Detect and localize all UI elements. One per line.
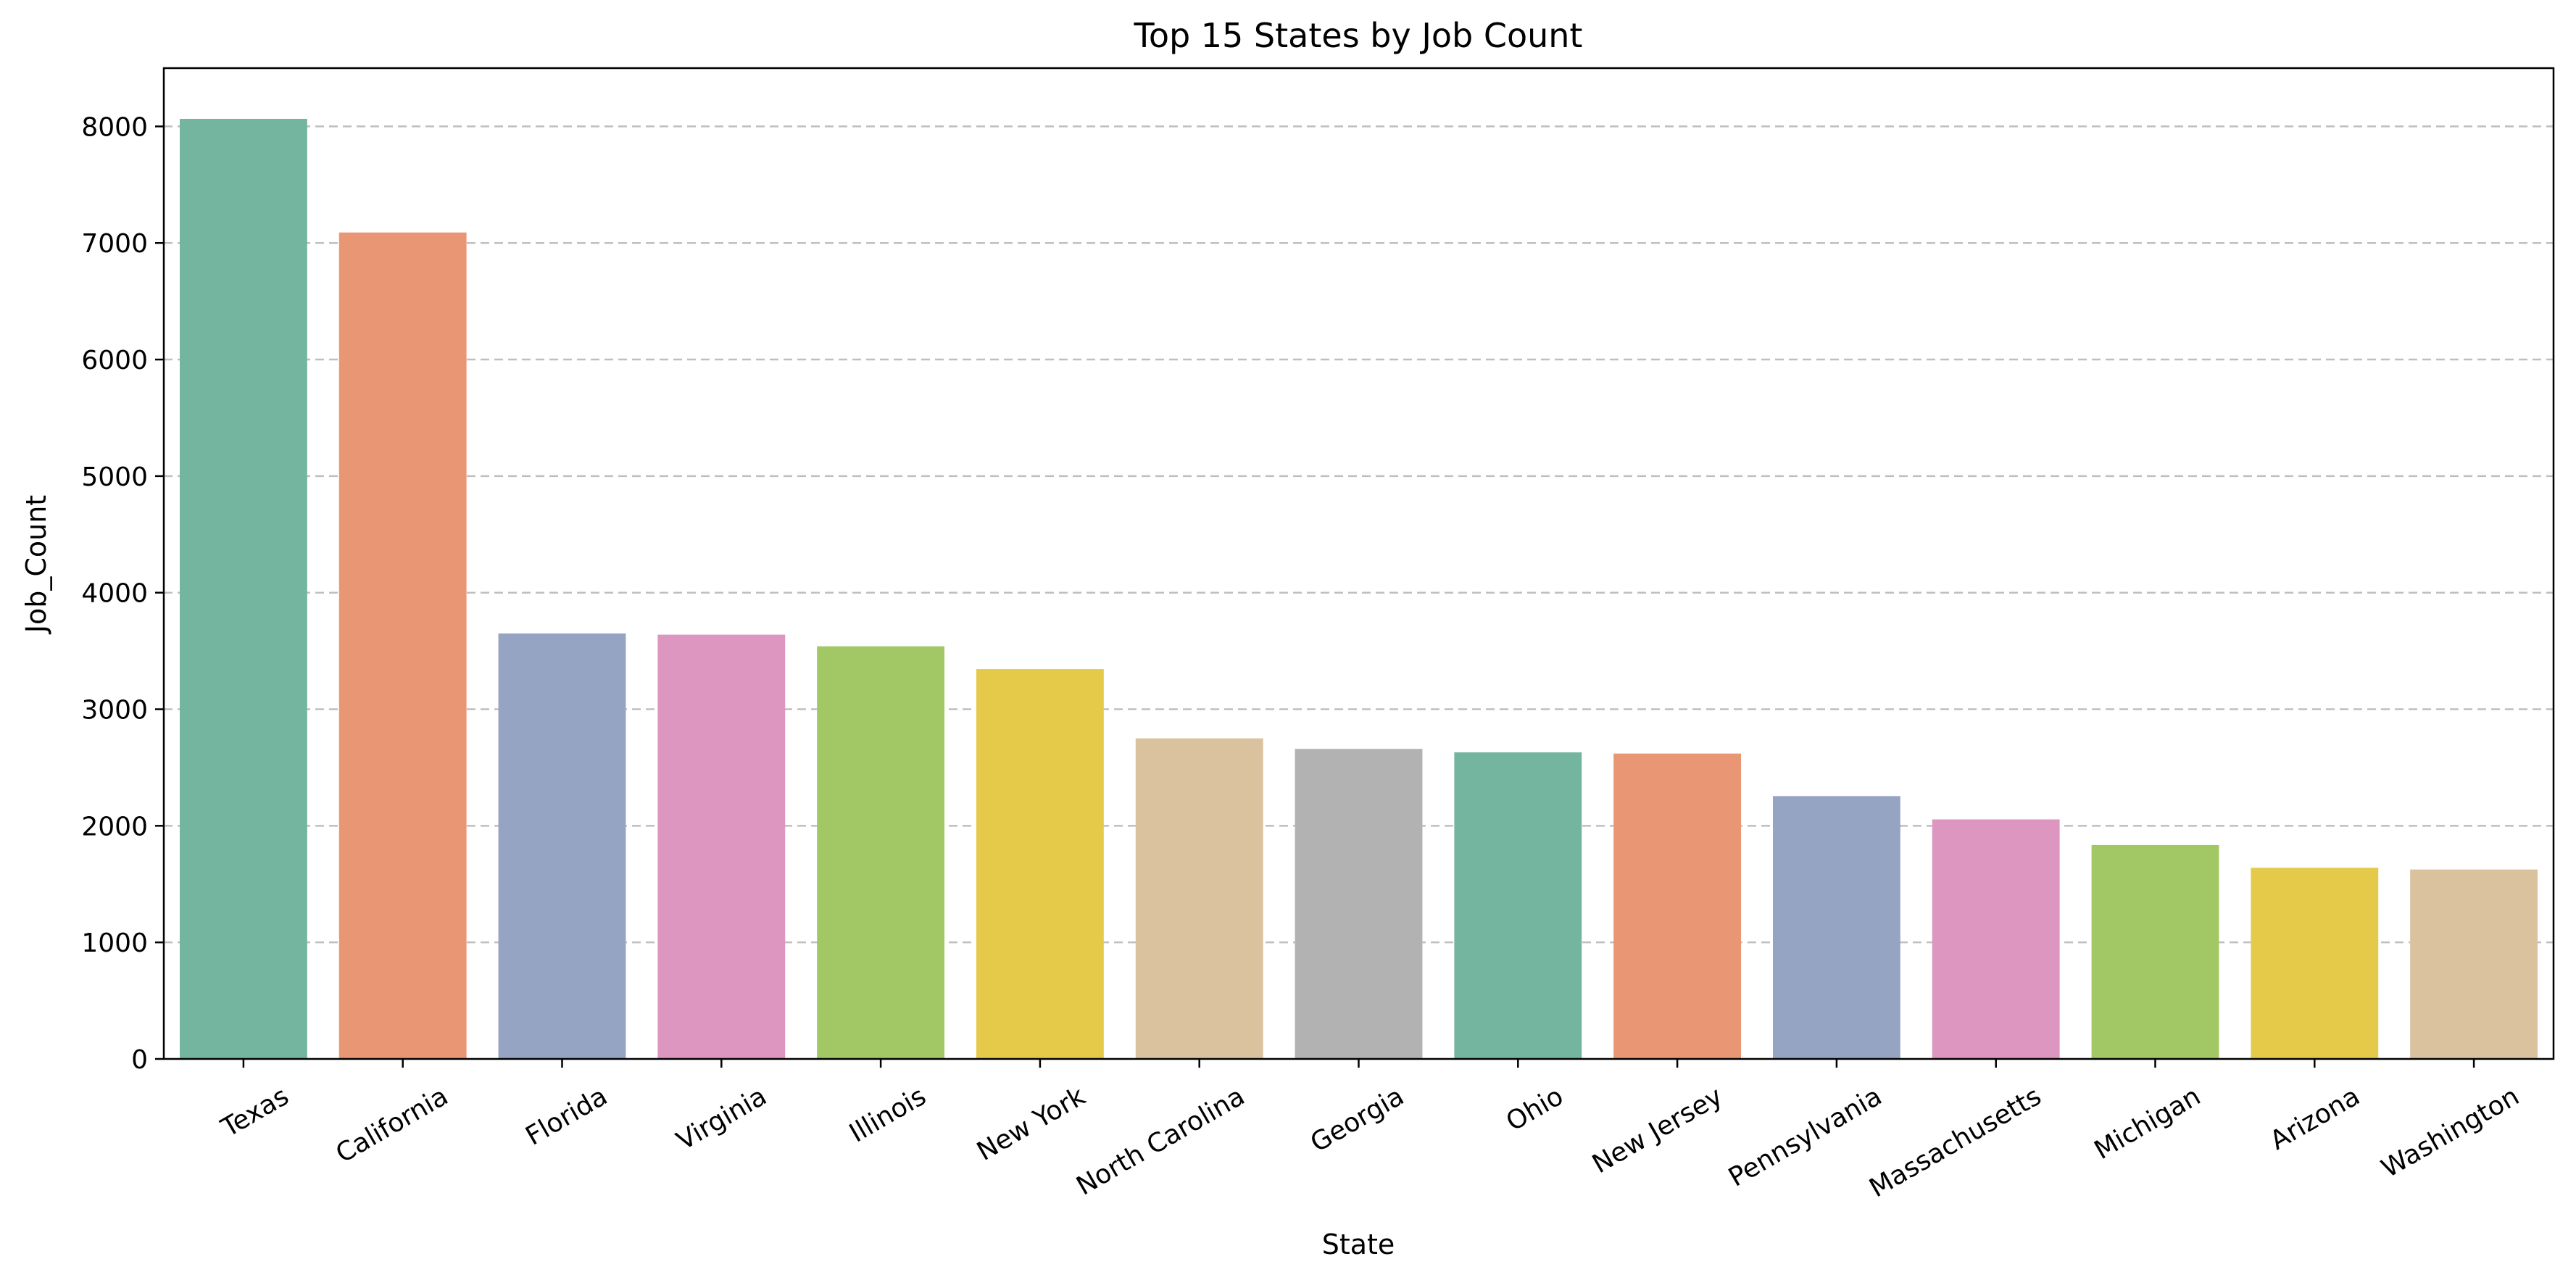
x-tick-label: Virginia	[672, 1081, 772, 1156]
x-tick-label: Ohio	[1501, 1081, 1569, 1137]
x-tick-label: Georgia	[1305, 1081, 1409, 1158]
y-tick-label: 4000	[81, 579, 148, 609]
y-tick-label: 0	[131, 1045, 148, 1075]
bar-michigan	[2091, 844, 2219, 1059]
y-tick-label: 1000	[81, 928, 148, 958]
x-tick-label: Massachusetts	[1864, 1081, 2046, 1204]
x-tick-label: New York	[972, 1081, 1090, 1167]
x-tick-label: Michigan	[2090, 1081, 2206, 1165]
bar-ohio	[1454, 752, 1582, 1059]
x-tick-label: Pennsylvania	[1724, 1081, 1887, 1193]
bar-california	[338, 232, 467, 1059]
y-tick-label: 5000	[81, 462, 148, 492]
chart-title: Top 15 States by Job Count	[1134, 16, 1583, 55]
x-axis-ticks: Texas California Florida Virginia Illinois Ne…	[216, 1059, 2525, 1203]
y-tick-label: 3000	[81, 696, 148, 726]
bar-new-york	[976, 669, 1104, 1059]
bar-virginia	[657, 634, 786, 1059]
bar-arizona	[2251, 868, 2379, 1059]
bar-texas	[179, 118, 307, 1059]
x-tick-label: Arizona	[2265, 1081, 2365, 1156]
y-tick-label: 7000	[81, 229, 148, 259]
y-tick-label: 8000	[81, 112, 148, 142]
bar-georgia	[1295, 749, 1423, 1059]
x-tick-label: Illinois	[844, 1081, 931, 1149]
x-axis-label: State	[1322, 1229, 1395, 1260]
bar-illinois	[817, 646, 945, 1059]
x-tick-label: North Carolina	[1071, 1081, 1250, 1202]
y-tick-label: 2000	[81, 812, 148, 841]
bar-north-carolina	[1135, 738, 1263, 1059]
x-tick-label: New Jersey	[1587, 1081, 1727, 1179]
x-tick-label: Washington	[2377, 1081, 2525, 1184]
y-tick-label: 6000	[81, 346, 148, 375]
y-axis-ticks: 0 1000 2000 3000 4000 5000 6000 7000 8000	[81, 112, 164, 1075]
bars	[179, 118, 2538, 1059]
bar-washington	[2410, 869, 2538, 1059]
x-tick-label: Texas	[216, 1081, 294, 1144]
y-axis-label: Job_Count	[20, 495, 52, 634]
bar-pennsylvania	[1772, 796, 1900, 1059]
bar-florida	[498, 633, 626, 1059]
x-tick-label: Florida	[520, 1081, 612, 1152]
x-tick-label: California	[331, 1081, 454, 1169]
bar-new-jersey	[1613, 753, 1742, 1059]
bar-massachusetts	[1932, 819, 2060, 1059]
